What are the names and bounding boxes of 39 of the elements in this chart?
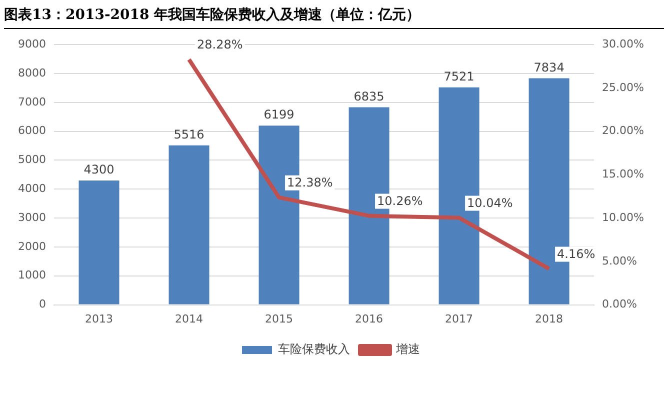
data-label: 5516 <box>174 127 204 142</box>
y-tick-label: 1000 <box>18 268 46 282</box>
x-tick-label: 2016 <box>355 312 384 326</box>
y-tick-label: 8000 <box>18 66 46 80</box>
y-tick-label: 4000 <box>18 182 46 196</box>
data-label: 7834 <box>534 60 564 74</box>
y2-tick-label: 10.00% <box>602 210 644 224</box>
y-tick-label: 7000 <box>18 95 46 108</box>
data-label: 4300 <box>84 162 114 177</box>
data-label: 7521 <box>444 69 474 84</box>
data-label: 28.28% <box>197 38 243 52</box>
y2-tick-label: 5.00% <box>602 254 638 268</box>
y2-tick-label: 0.00% <box>602 298 638 311</box>
y2-tick-label: 25.00% <box>602 80 644 94</box>
y-tick-label: 2000 <box>18 240 46 253</box>
data-label: 6199 <box>264 108 294 122</box>
y-tick-label: 9000 <box>18 37 46 50</box>
data-label: 12.38% <box>287 176 333 190</box>
x-tick-label: 2014 <box>175 312 204 326</box>
y2-tick-label: 15.00% <box>602 168 644 181</box>
x-tick-label: 2015 <box>265 312 294 326</box>
data-label: 10.04% <box>467 196 513 210</box>
y-tick-label: 5000 <box>18 153 46 166</box>
x-tick-label: 2017 <box>445 312 474 326</box>
y2-tick-label: 20.00% <box>602 124 644 138</box>
y-tick-label: 0 <box>38 298 46 311</box>
x-tick-label: 2018 <box>535 312 564 326</box>
y-tick-label: 3000 <box>18 210 46 224</box>
x-tick-label: 2013 <box>85 312 113 326</box>
data-label: 6835 <box>354 89 384 104</box>
bar <box>78 180 120 304</box>
chart-title: 图表13：2013-2018 年我国车险保费收入及增速（单位：亿元） <box>4 6 664 29</box>
y2-tick-label: 30.00% <box>602 37 644 50</box>
data-label: 4.16% <box>557 246 596 261</box>
bar <box>168 145 210 304</box>
legend-label: 车险保费收入 <box>278 342 350 356</box>
legend-label: 增速 <box>395 342 420 356</box>
data-label: 10.26% <box>377 194 423 208</box>
y-tick-label: 6000 <box>18 124 46 138</box>
